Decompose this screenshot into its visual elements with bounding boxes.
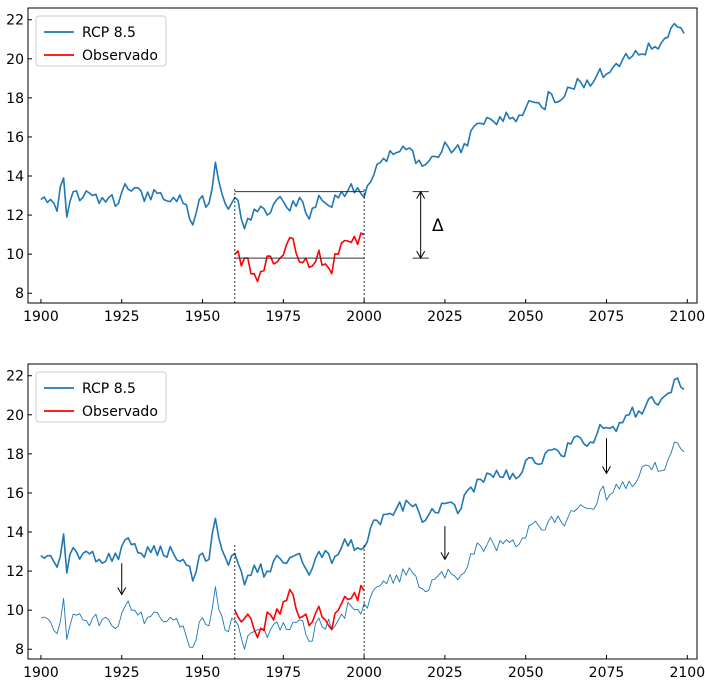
- delta-arrow-head-down: [416, 250, 426, 260]
- delta-arrow-head-up: [416, 190, 426, 199]
- x-tick-label: 2025: [427, 665, 463, 681]
- x-tick-label: 2100: [669, 309, 705, 325]
- y-tick-label: 22: [6, 369, 24, 385]
- legend-label: RCP 8.5: [82, 25, 136, 41]
- y-tick-label: 16: [6, 130, 24, 146]
- x-tick-label: 2075: [589, 309, 625, 325]
- plot-frame: [27, 363, 698, 660]
- chart-panel-top: 1900 1925 1950 1975 2000 2025 2050 2075 2100 8 10 1…: [6, 7, 705, 325]
- x-tick-label: 1950: [185, 309, 221, 325]
- x-tick-label: 2025: [427, 309, 463, 325]
- x-tick-label: 1900: [23, 665, 59, 681]
- x-tick-label: 1925: [104, 309, 140, 325]
- series-line-observado: [234, 584, 365, 639]
- chart-panel-bottom: 1900 1925 1950 1975 2000 2025 2050 2075 2100 8 10 1…: [6, 363, 705, 681]
- y-tick-label: 10: [6, 247, 24, 263]
- y-tick-label: 8: [15, 642, 24, 658]
- y-tick-label: 12: [6, 564, 24, 580]
- y-tick-label: 14: [6, 525, 24, 541]
- delta-label: Δ: [432, 216, 444, 236]
- bias-correction-arrow-head: [117, 587, 127, 596]
- x-tick-label: 2075: [589, 665, 625, 681]
- y-tick-label: 22: [6, 13, 24, 29]
- legend-label: Observado: [82, 48, 158, 64]
- legend-box: [35, 15, 167, 67]
- legend-label: Observado: [82, 404, 158, 420]
- x-tick-label: 1925: [104, 665, 140, 681]
- y-tick-label: 8: [15, 286, 24, 302]
- y-tick-label: 12: [6, 208, 24, 224]
- x-tick-label: 2050: [508, 665, 544, 681]
- series-line-rcp-8-5: [40, 22, 685, 230]
- x-tick-label: 2100: [669, 665, 705, 681]
- series-line-observado: [234, 232, 365, 283]
- y-tick-label: 14: [6, 169, 24, 185]
- bias-correction-arrow-head: [602, 466, 611, 475]
- bias-correction-arrow-head: [440, 552, 450, 561]
- series-line-rcp-8-5: [40, 377, 685, 586]
- x-tick-label: 2000: [346, 309, 382, 325]
- y-tick-label: 18: [6, 91, 24, 107]
- series-line-rcp-8-5-corregido: [40, 441, 685, 650]
- plot-frame: [27, 7, 698, 304]
- legend-box: [35, 371, 167, 423]
- y-tick-label: 20: [6, 408, 24, 424]
- y-tick-label: 20: [6, 52, 24, 68]
- x-tick-label: 1975: [265, 309, 301, 325]
- x-tick-label: 1950: [185, 665, 221, 681]
- x-tick-label: 2050: [508, 309, 544, 325]
- y-tick-label: 16: [6, 486, 24, 502]
- y-tick-label: 10: [6, 603, 24, 619]
- legend-label: RCP 8.5: [82, 381, 136, 397]
- y-tick-label: 18: [6, 447, 24, 463]
- x-tick-label: 1900: [23, 309, 59, 325]
- x-tick-label: 1975: [265, 665, 301, 681]
- x-tick-label: 2000: [346, 665, 382, 681]
